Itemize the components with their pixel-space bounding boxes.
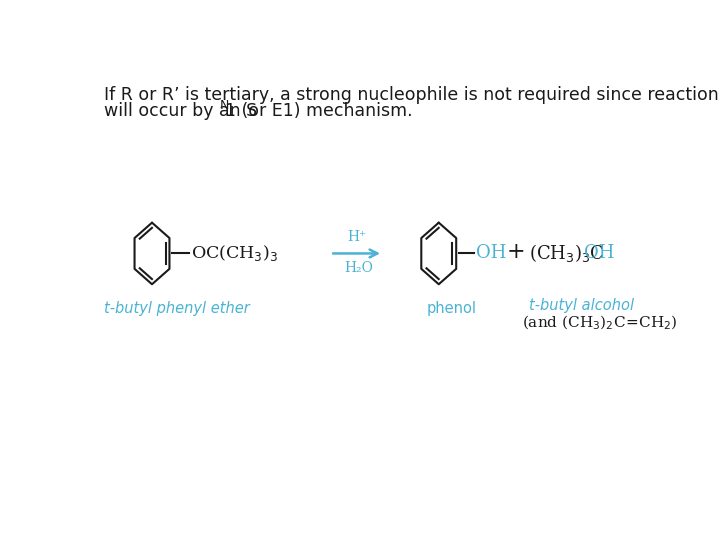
Text: t-butyl alcohol: t-butyl alcohol — [529, 298, 634, 313]
Text: (CH$_3$)$_3$C: (CH$_3$)$_3$C — [529, 242, 605, 264]
Text: OH: OH — [476, 244, 506, 262]
Text: phenol: phenol — [427, 301, 477, 316]
Text: 1 (or E1) mechanism.: 1 (or E1) mechanism. — [225, 102, 413, 120]
Text: If R or R’ is tertiary, a strong nucleophile is not required since reaction: If R or R’ is tertiary, a strong nucleop… — [104, 85, 719, 104]
Text: OC(CH$_3$)$_3$: OC(CH$_3$)$_3$ — [191, 242, 278, 262]
Text: H₂O: H₂O — [344, 261, 373, 275]
Text: (and (CH$_3$)$_2$C$\!=\!$CH$_2$): (and (CH$_3$)$_2$C$\!=\!$CH$_2$) — [522, 314, 678, 332]
Text: +: + — [507, 241, 526, 263]
Text: N: N — [220, 99, 229, 112]
Text: will occur by an S: will occur by an S — [104, 102, 257, 120]
Text: OH: OH — [584, 244, 614, 262]
Text: H⁺: H⁺ — [347, 230, 366, 244]
Text: t-butyl phenyl ether: t-butyl phenyl ether — [104, 301, 250, 316]
